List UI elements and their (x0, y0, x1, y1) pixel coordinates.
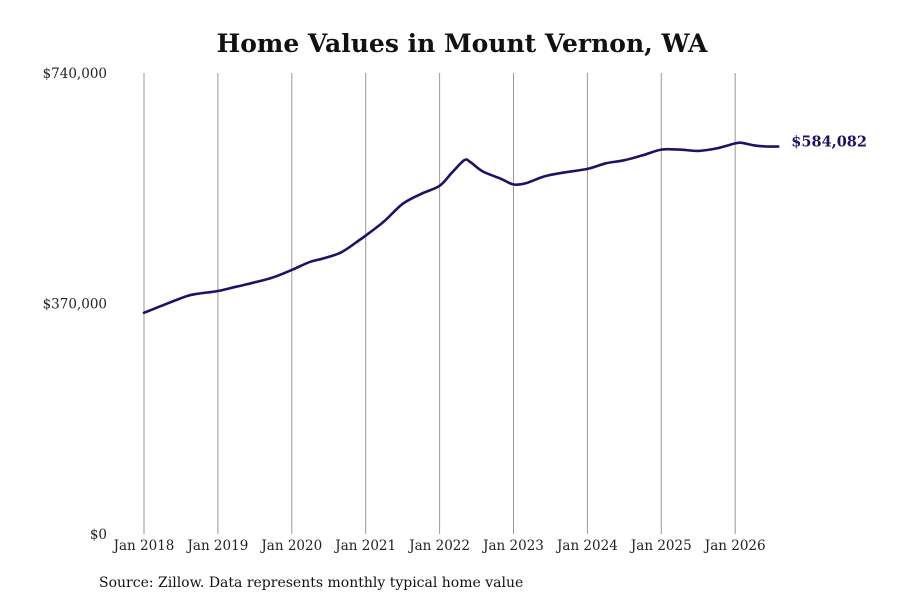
source-note: Source: Zillow. Data represents monthly … (99, 575, 523, 591)
y-tick-label: $740,000 (43, 66, 107, 82)
x-tick-label: Jan 2022 (407, 538, 470, 554)
vertical-gridlines (143, 73, 736, 534)
x-tick-label: Jan 2025 (629, 538, 692, 554)
y-tick-label: $0 (90, 527, 107, 543)
y-tick-label: $370,000 (43, 297, 107, 313)
x-tick-label: Jan 2020 (259, 538, 322, 554)
chart-title: Home Values in Mount Vernon, WA (217, 29, 708, 58)
x-tick-label: Jan 2024 (555, 538, 618, 554)
x-tick-label: Jan 2026 (703, 538, 766, 554)
home-value-series-line (142, 141, 780, 315)
x-axis-tick-labels: Jan 2018 Jan 2019 Jan 2020 Jan 2021 Jan 2022… (112, 538, 766, 554)
x-tick-label: Jan 2023 (481, 538, 544, 554)
x-tick-label: Jan 2019 (185, 538, 248, 554)
y-axis-tick-labels: $0 $370,000 $740,000 (43, 66, 107, 543)
x-tick-label: Jan 2021 (333, 538, 396, 554)
x-tick-label: Jan 2018 (112, 538, 175, 554)
last-value-label: $584,082 (791, 134, 867, 151)
